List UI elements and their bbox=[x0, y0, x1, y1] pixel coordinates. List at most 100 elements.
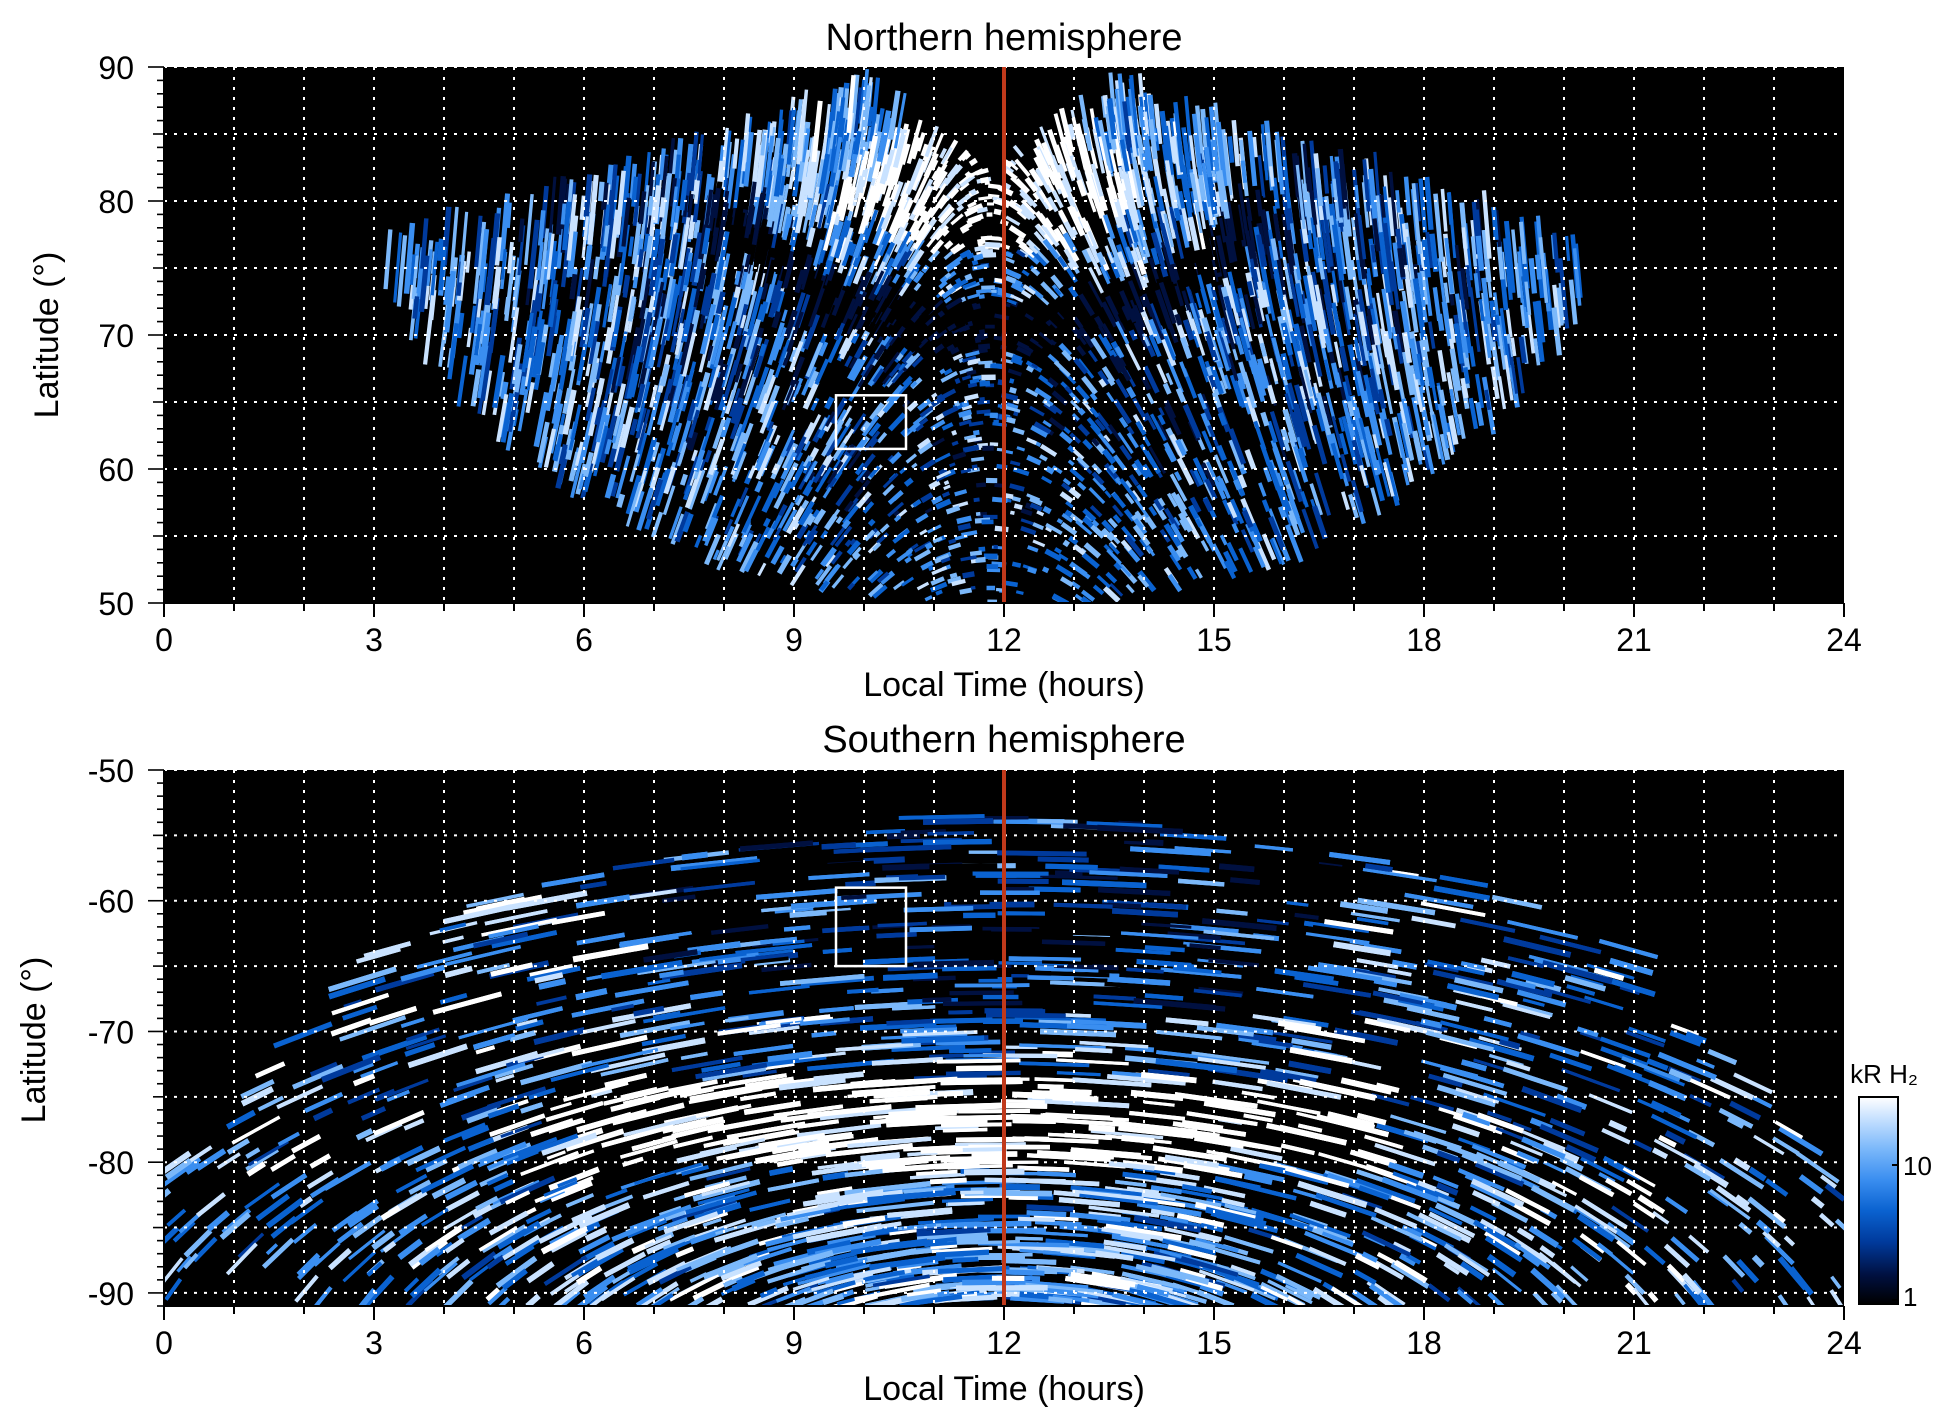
heat-streak bbox=[527, 326, 538, 359]
heat-streak bbox=[1090, 337, 1108, 360]
heat-streak bbox=[1086, 192, 1097, 213]
heat-streak bbox=[1298, 385, 1306, 400]
heat-streak bbox=[805, 541, 818, 556]
heat-streak bbox=[1109, 354, 1123, 374]
heat-streak bbox=[582, 245, 593, 280]
heat-streak bbox=[936, 470, 952, 480]
heat-streak bbox=[621, 197, 631, 247]
heat-streak bbox=[959, 587, 973, 595]
heat-streak bbox=[1273, 273, 1286, 310]
heat-streak bbox=[1122, 101, 1133, 148]
heat-streak bbox=[1051, 404, 1063, 415]
heat-streak bbox=[1496, 246, 1505, 280]
heat-streak bbox=[704, 502, 718, 530]
heat-streak bbox=[1401, 332, 1413, 364]
heat-streak bbox=[771, 137, 781, 176]
heat-streak bbox=[1172, 516, 1181, 527]
heat-streak bbox=[903, 269, 912, 279]
heat-streak bbox=[1027, 566, 1038, 575]
heat-streak bbox=[909, 270, 918, 280]
heat-streak bbox=[943, 251, 954, 261]
heat-streak bbox=[901, 348, 915, 364]
heat-streak bbox=[1164, 507, 1181, 531]
heat-streak bbox=[548, 352, 557, 378]
heat-streak bbox=[527, 219, 540, 289]
heat-streak bbox=[1389, 261, 1400, 310]
heat-streak bbox=[1213, 454, 1229, 484]
heat-streak bbox=[1072, 316, 1084, 329]
heat-streak bbox=[1251, 136, 1258, 158]
heat-streak bbox=[1424, 176, 1434, 231]
heat-streak bbox=[802, 128, 811, 163]
heat-streak bbox=[828, 88, 838, 139]
heat-streak bbox=[902, 375, 913, 387]
heat-streak bbox=[1245, 197, 1255, 235]
heat-streak bbox=[874, 339, 886, 355]
heat-streak bbox=[1372, 218, 1381, 252]
heat-streak bbox=[994, 313, 1010, 321]
heat-streak bbox=[978, 360, 993, 365]
heat-streak bbox=[1366, 308, 1377, 349]
heat-streak bbox=[1137, 224, 1151, 258]
heat-streak bbox=[604, 439, 613, 455]
heat-streak bbox=[1019, 188, 1038, 208]
heat-streak bbox=[1045, 465, 1055, 475]
heat-streak bbox=[834, 525, 853, 548]
heat-streak bbox=[864, 497, 872, 505]
heat-streak bbox=[1499, 307, 1511, 368]
heat-streak bbox=[1323, 328, 1333, 353]
heat-streak bbox=[1227, 271, 1241, 313]
heat-streak bbox=[1015, 590, 1024, 595]
heat-streak bbox=[1101, 277, 1120, 310]
heat-streak bbox=[1223, 374, 1232, 390]
heat-streak bbox=[1235, 335, 1245, 355]
heat-streak bbox=[1101, 448, 1116, 465]
heat-streak bbox=[682, 512, 694, 533]
heat-streak bbox=[1027, 319, 1037, 328]
heat-streak bbox=[1374, 342, 1385, 369]
heat-streak bbox=[1163, 335, 1177, 361]
heat-streak bbox=[734, 495, 750, 525]
heat-streak bbox=[1057, 163, 1073, 193]
heat-streak bbox=[679, 473, 688, 486]
heat-streak bbox=[970, 585, 976, 590]
heat-streak bbox=[747, 206, 756, 235]
heat-streak bbox=[781, 383, 795, 411]
heat-streak bbox=[1271, 177, 1280, 209]
heat-streak bbox=[1226, 501, 1239, 519]
heat-streak bbox=[975, 556, 986, 563]
heat-streak bbox=[693, 449, 706, 473]
heat-streak bbox=[677, 323, 695, 375]
heat-streak bbox=[799, 507, 814, 527]
heat-streak bbox=[880, 205, 894, 230]
heat-streak bbox=[1220, 129, 1233, 196]
x-tick-label: 9 bbox=[785, 622, 803, 658]
heat-streak bbox=[843, 500, 854, 513]
heat-streak bbox=[1076, 179, 1087, 197]
heat-streak bbox=[637, 408, 651, 451]
heat-streak bbox=[1502, 238, 1513, 301]
heat-streak bbox=[816, 159, 825, 188]
heat-streak bbox=[1568, 279, 1578, 325]
heat-streak bbox=[818, 153, 831, 195]
heat-streak bbox=[943, 368, 953, 376]
heat-streak bbox=[1176, 457, 1195, 486]
heat-streak bbox=[867, 570, 879, 581]
heat-streak bbox=[494, 236, 502, 266]
heat-streak bbox=[1314, 472, 1332, 516]
heat-streak bbox=[688, 469, 706, 510]
heat-streak bbox=[848, 74, 860, 140]
heat-streak bbox=[1124, 279, 1139, 306]
heat-streak bbox=[844, 417, 853, 428]
heat-streak bbox=[1067, 123, 1076, 140]
heat-streak bbox=[892, 226, 906, 246]
heat-streak bbox=[1218, 366, 1229, 390]
heat-streak bbox=[633, 254, 642, 278]
heat-streak bbox=[1401, 463, 1410, 486]
heat-streak bbox=[1161, 188, 1177, 240]
heat-streak bbox=[553, 433, 564, 462]
heat-streak bbox=[612, 423, 627, 463]
heat-streak bbox=[930, 395, 946, 408]
heat-streak bbox=[733, 443, 747, 472]
heat-streak bbox=[1170, 136, 1177, 164]
